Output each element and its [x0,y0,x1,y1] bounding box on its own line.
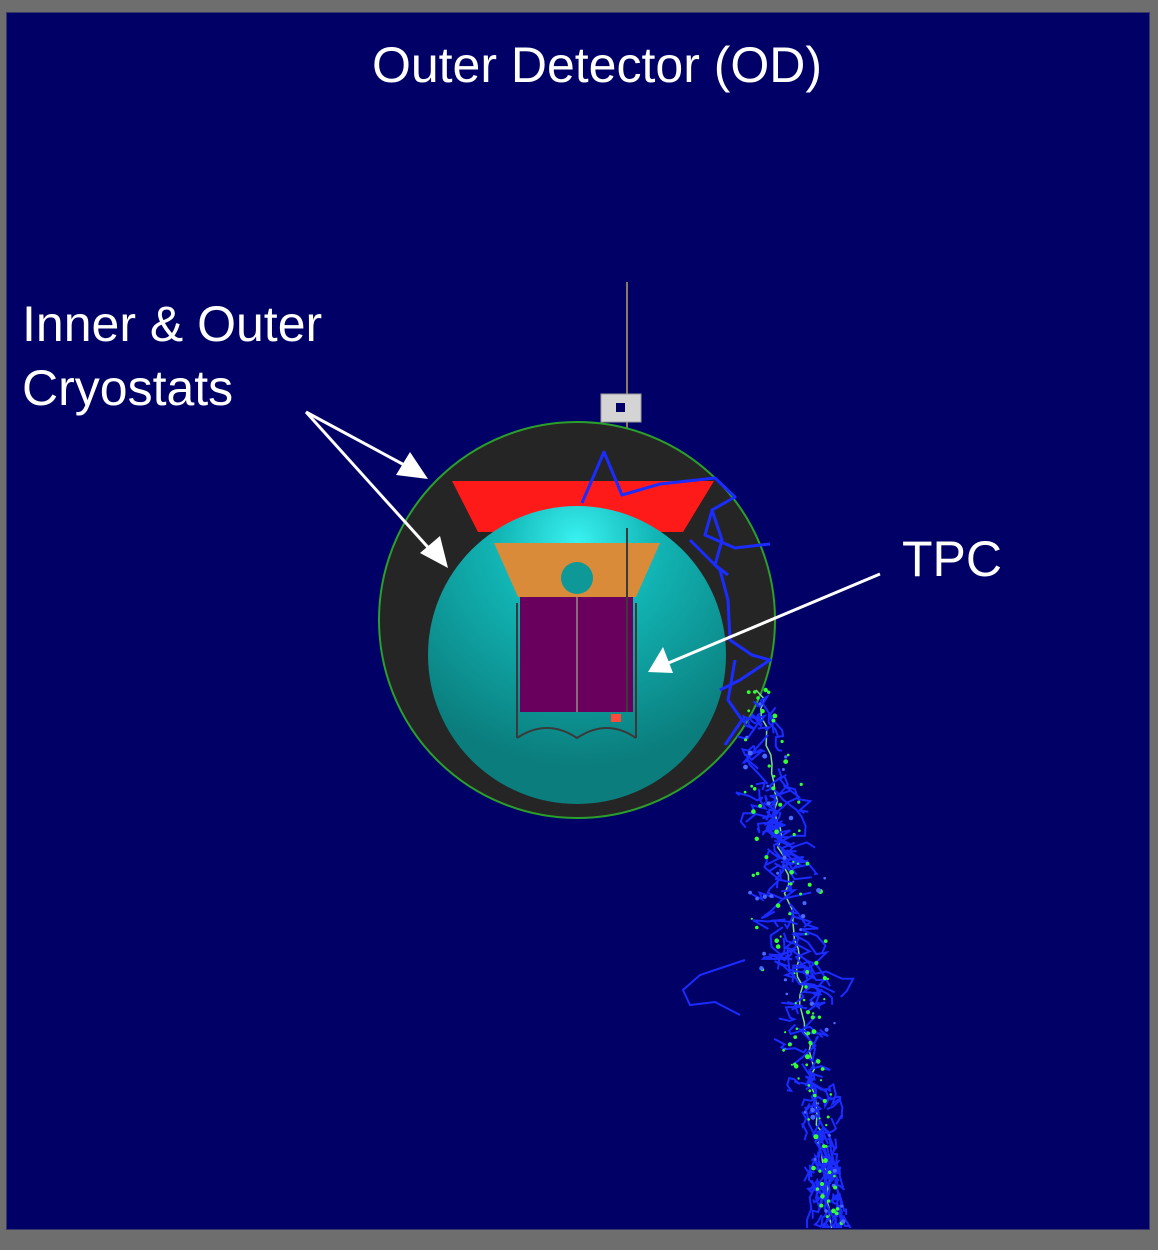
tpc-label: TPC [902,531,1002,587]
tpc-assembly [494,528,660,740]
port-box [600,393,642,423]
cryostats-label: Inner & Outer Cryostats [22,292,322,420]
particle-tracks [580,450,772,746]
cryostats-label-line1: Inner & Outer [22,296,323,352]
arrow-inner-cryostat [304,410,448,568]
tpc-top-sphere [561,562,593,594]
diagram-title: Outer Detector (OD) [371,37,823,93]
arrow-outer-cryostat [305,410,428,479]
annotation-arrows [304,410,881,673]
cryostats-label-line2: Cryostats [22,360,234,416]
particle-shower [681,687,855,1228]
arrow-tpc [648,572,881,673]
